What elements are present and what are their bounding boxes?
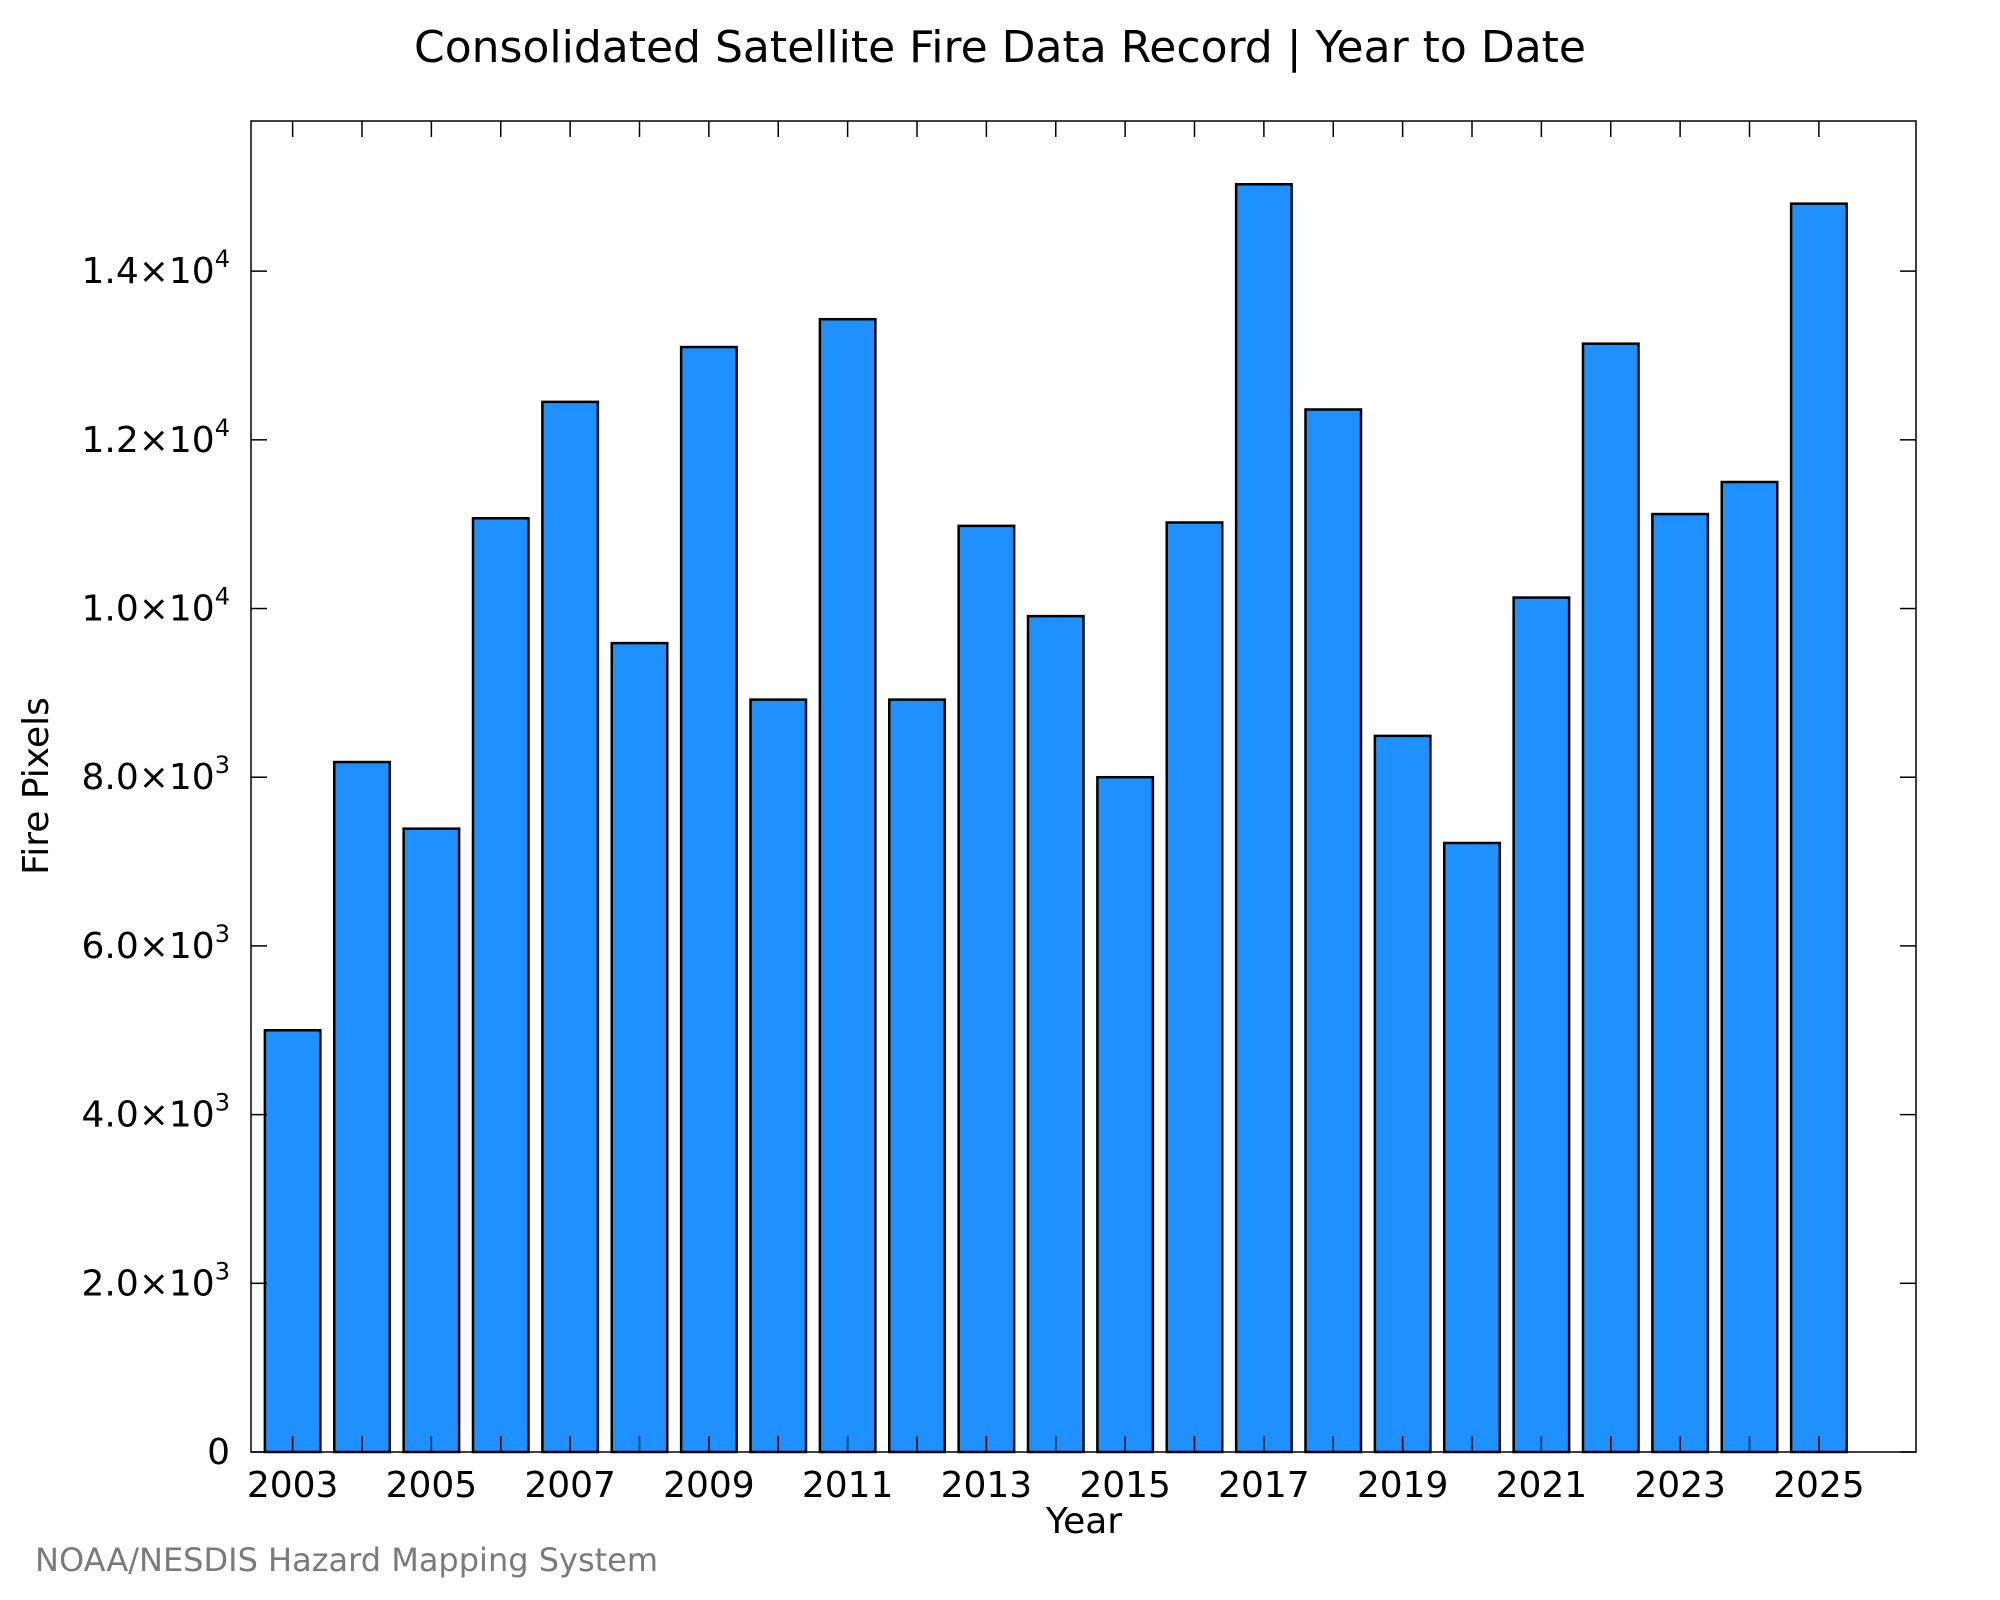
y-tick-label: 1.0×104 (81, 583, 230, 630)
bar-2023 (1651, 512, 1710, 1454)
x-tick-label-2019: 2019 (1357, 1465, 1449, 1506)
y-tick-label: 8.0×103 (81, 751, 230, 798)
x-tick-label-2025: 2025 (1773, 1465, 1865, 1506)
x-tick-label-2021: 2021 (1496, 1465, 1588, 1506)
y-axis-label: Fire Pixels (16, 697, 57, 875)
bar-2019 (1373, 734, 1432, 1454)
y-tick-label: 2.0×103 (81, 1257, 230, 1304)
x-tick-label-2013: 2013 (941, 1465, 1033, 1506)
bar-2010 (749, 698, 808, 1454)
ticks-group (251, 121, 1916, 1453)
bar-2021 (1512, 596, 1571, 1454)
x-tick-label-2023: 2023 (1634, 1465, 1726, 1506)
x-tick-label-2009: 2009 (663, 1465, 755, 1506)
bar-2017 (1234, 183, 1293, 1454)
x-axis-label: Year (1045, 1501, 1122, 1542)
bar-2012 (888, 698, 946, 1454)
x-tick-label-2011: 2011 (802, 1465, 894, 1506)
bar-2011 (818, 317, 877, 1454)
bar-2006 (471, 517, 530, 1454)
x-tick-label-2017: 2017 (1218, 1465, 1310, 1506)
bar-2015 (1096, 775, 1155, 1454)
bar-2004 (333, 760, 391, 1454)
x-tick-label-2005: 2005 (386, 1465, 478, 1506)
bar-2013 (957, 524, 1016, 1454)
bar-2014 (1026, 614, 1085, 1454)
bar-2024 (1720, 480, 1779, 1454)
bar-2009 (679, 345, 738, 1454)
credit-text: NOAA/NESDIS Hazard Mapping System (35, 1541, 659, 1579)
bar-2003 (263, 1029, 322, 1454)
y-tick-label: 4.0×103 (81, 1089, 230, 1136)
x-tick-label-2015: 2015 (1079, 1465, 1171, 1506)
bar-2018 (1304, 408, 1363, 1454)
x-tick-labels: 2003 2005 2007 2009 2011 2013 2015 2017 2019 2021… (247, 1465, 1865, 1506)
bars-group (263, 183, 1848, 1454)
y-tick-label: 0 (207, 1432, 230, 1473)
x-tick-label-2003: 2003 (247, 1465, 339, 1506)
y-tick-label: 1.4×104 (81, 245, 230, 292)
chart-title: Consolidated Satellite Fire Data Record … (414, 22, 1586, 73)
bar-2025 (1789, 202, 1848, 1454)
y-tick-labels: 0 2.0×103 4.0×103 6.0×103 8.0×103 1.0×104 1.2×… (81, 245, 230, 1473)
y-tick-label: 1.2×104 (81, 414, 230, 461)
bar-2008 (610, 641, 669, 1454)
bar-2005 (402, 827, 461, 1454)
y-tick-label: 6.0×103 (81, 920, 230, 967)
bar-2007 (541, 400, 600, 1454)
plot-frame (250, 120, 1917, 1453)
bar-2020 (1443, 841, 1501, 1454)
x-tick-label-2007: 2007 (524, 1465, 616, 1506)
bar-2022 (1581, 342, 1640, 1454)
bar-2016 (1165, 521, 1224, 1454)
